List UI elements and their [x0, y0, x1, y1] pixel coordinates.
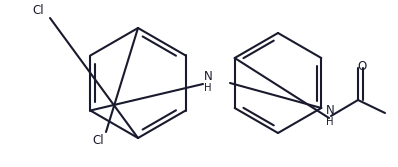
Text: O: O [357, 59, 367, 72]
Text: N: N [326, 104, 334, 117]
Text: N: N [204, 69, 213, 82]
Text: Cl: Cl [32, 4, 44, 17]
Text: H: H [204, 83, 212, 93]
Text: H: H [326, 117, 334, 127]
Text: Cl: Cl [92, 133, 103, 146]
